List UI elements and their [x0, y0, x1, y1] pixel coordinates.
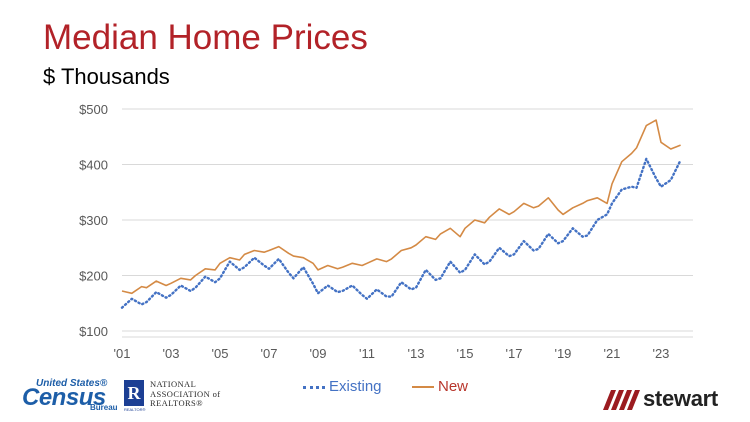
y-tick-label: $300 [79, 213, 108, 228]
chart-title: Median Home Prices [43, 18, 368, 57]
series-lines [120, 119, 682, 309]
x-tick-label: '17 [505, 346, 522, 361]
gridlines [122, 108, 693, 338]
nar-r-mark: R [124, 380, 144, 406]
x-tick-label: '03 [163, 346, 180, 361]
stewart-logo: stewart [603, 386, 743, 414]
y-axis-labels: $100 $200 $300 $400 $500 [79, 102, 108, 339]
x-tick-label: '07 [261, 346, 278, 361]
x-tick-label: '21 [603, 346, 620, 361]
x-tick-label: '11 [359, 346, 375, 361]
nar-line-1: NATIONAL [150, 379, 197, 389]
nar-wordmark: NATIONAL ASSOCIATION of REALTORS® [150, 379, 221, 409]
stewart-wordmark: stewart [643, 386, 718, 411]
legend-label-new: New [438, 378, 469, 395]
nar-line-3: REALTORS® [150, 398, 204, 408]
series-line-existing [120, 157, 682, 309]
series-line-new [121, 119, 681, 295]
census-logo-bottom: Bureau [90, 403, 118, 412]
census-logo-top: United States® [36, 378, 108, 389]
legend-label-existing: Existing [329, 378, 382, 395]
y-tick-label: $500 [79, 102, 108, 117]
y-tick-label: $100 [79, 324, 108, 339]
x-tick-label: '15 [456, 346, 473, 361]
x-tick-label: '19 [554, 346, 571, 361]
x-tick-label: '13 [407, 346, 424, 361]
x-axis-labels: '01 '03 '05 '07 '09 '11 '13 '15 '17 '19 '21 '23 [114, 346, 670, 361]
stewart-slash-mark [603, 390, 640, 410]
nar-logo: R REALTOR® NATIONAL ASSOCIATION of REALT… [124, 379, 244, 412]
nar-line-2: ASSOCIATION of [150, 388, 221, 399]
census-logo-main: Census [22, 384, 106, 411]
census-bureau-logo: United States® Census Bureau [22, 378, 122, 412]
legend-item-new: New [412, 378, 468, 395]
x-tick-label: '05 [212, 346, 229, 361]
chart-subtitle: $ Thousands [43, 64, 170, 89]
x-tick-label: '23 [652, 346, 669, 361]
legend-item-existing: Existing [303, 378, 382, 395]
x-tick-label: '09 [310, 346, 327, 361]
nar-realtor-mark: REALTOR® [124, 407, 146, 412]
x-tick-label: '01 [114, 346, 131, 361]
y-tick-label: $200 [79, 269, 108, 284]
y-tick-label: $400 [79, 158, 108, 173]
legend-swatch-new [412, 386, 434, 389]
legend-swatch-existing [303, 385, 325, 389]
